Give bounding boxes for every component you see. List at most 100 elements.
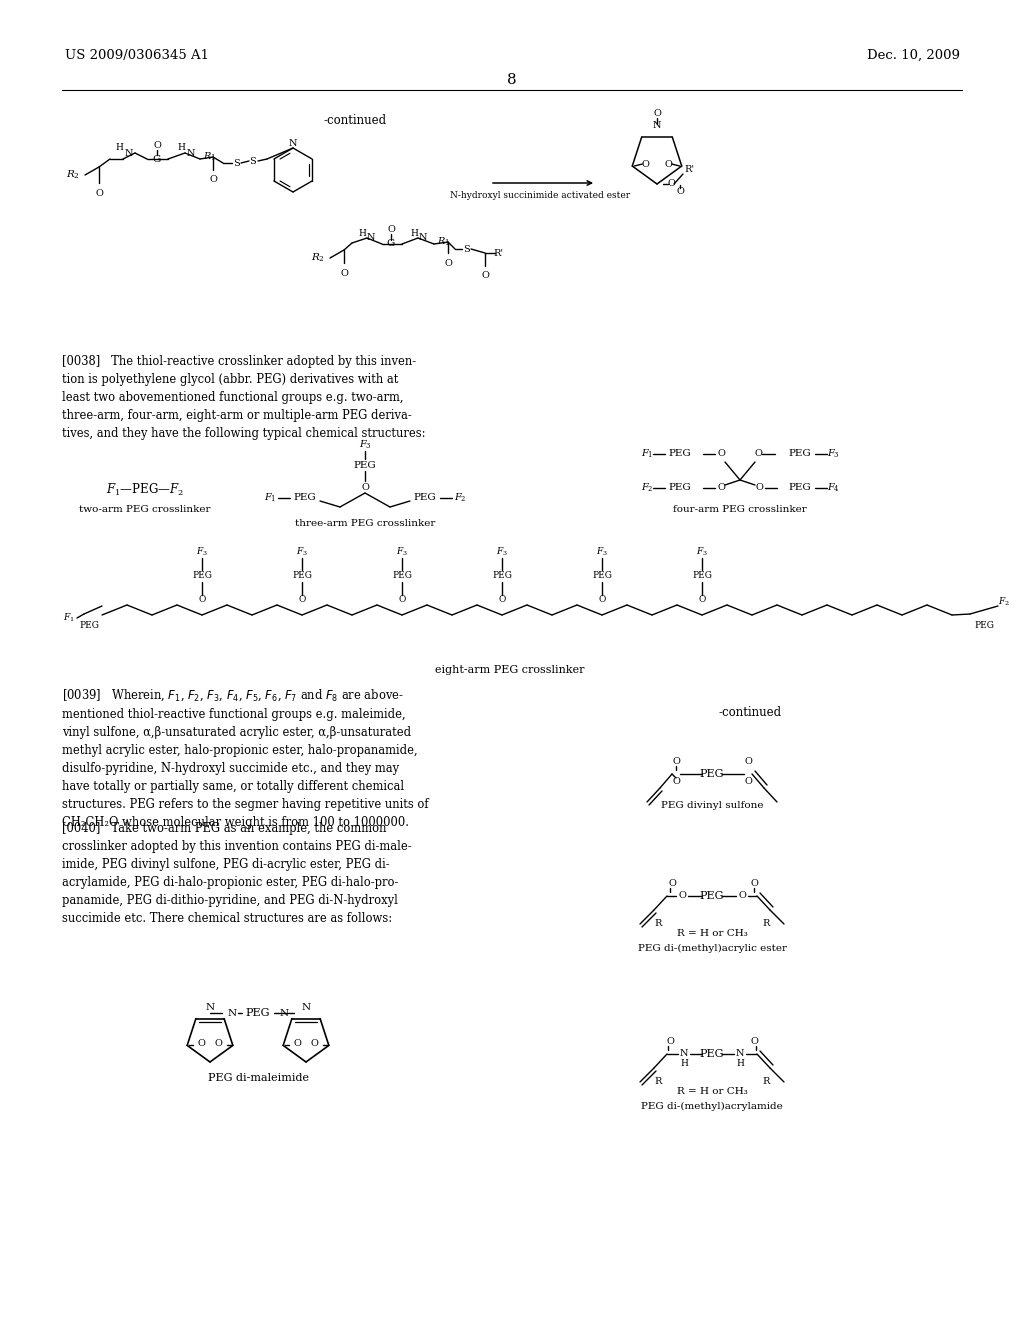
Text: O: O: [738, 891, 745, 900]
Text: PEG di-maleimide: PEG di-maleimide: [208, 1073, 308, 1082]
Text: O: O: [755, 483, 763, 492]
Text: O: O: [311, 1039, 318, 1048]
Text: O: O: [698, 595, 706, 605]
Text: $F_2$: $F_2$: [641, 482, 653, 494]
Text: O: O: [481, 272, 488, 281]
Text: -continued: -continued: [324, 114, 387, 127]
Text: PEG: PEG: [392, 572, 412, 581]
Text: four-arm PEG crosslinker: four-arm PEG crosslinker: [673, 506, 807, 515]
Text: S: S: [463, 244, 469, 253]
Text: PEG: PEG: [414, 494, 436, 503]
Text: O: O: [641, 160, 649, 169]
Text: PEG: PEG: [974, 622, 994, 631]
Text: three-arm PEG crosslinker: three-arm PEG crosslinker: [295, 519, 435, 528]
Text: eight-arm PEG crosslinker: eight-arm PEG crosslinker: [435, 665, 585, 675]
Text: $F_1$: $F_1$: [264, 492, 276, 504]
Text: O: O: [672, 777, 680, 787]
Text: H: H: [680, 1059, 688, 1068]
Text: $R_2$: $R_2$: [67, 169, 80, 181]
Text: R = H or CH₃: R = H or CH₃: [677, 1088, 748, 1097]
Text: O: O: [666, 1038, 674, 1047]
Text: O: O: [678, 891, 686, 900]
Text: $F_3$: $F_3$: [496, 545, 508, 558]
Text: O: O: [744, 758, 752, 767]
Text: $F_2$: $F_2$: [998, 595, 1010, 609]
Text: H: H: [115, 144, 123, 153]
Text: N: N: [186, 149, 196, 157]
Text: O: O: [198, 1039, 205, 1048]
Text: R: R: [762, 1077, 770, 1086]
Text: O: O: [361, 483, 369, 491]
Text: PEG: PEG: [669, 450, 691, 458]
Text: PEG di-(methyl)acrylic ester: PEG di-(methyl)acrylic ester: [638, 944, 786, 953]
Text: N: N: [125, 149, 133, 157]
Text: O: O: [665, 160, 673, 169]
Text: O: O: [95, 189, 103, 198]
Text: O: O: [153, 140, 161, 149]
Text: O: O: [444, 259, 452, 268]
Text: O: O: [744, 777, 752, 787]
Text: N-hydroxyl succinimide activated ester: N-hydroxyl succinimide activated ester: [450, 190, 630, 199]
Text: Dec. 10, 2009: Dec. 10, 2009: [867, 49, 961, 62]
Text: 8: 8: [507, 73, 517, 87]
Text: N: N: [280, 1008, 289, 1018]
Text: PEG: PEG: [294, 494, 316, 503]
Text: $F_3$: $F_3$: [696, 545, 708, 558]
Text: PEG: PEG: [193, 572, 212, 581]
Text: S: S: [232, 158, 240, 168]
Text: [0040]   Take two-arm PEG as an example, the common
crosslinker adopted by this : [0040] Take two-arm PEG as an example, t…: [62, 822, 412, 925]
Text: PEG: PEG: [669, 483, 691, 492]
Text: O: O: [293, 1039, 301, 1048]
Text: N: N: [680, 1049, 688, 1059]
Text: N: N: [206, 1003, 215, 1012]
Text: O: O: [717, 483, 725, 492]
Text: O: O: [598, 595, 605, 605]
Text: PEG: PEG: [353, 461, 377, 470]
Text: $F_1$: $F_1$: [641, 447, 653, 461]
Text: $F_3$: $F_3$: [596, 545, 608, 558]
Text: PEG: PEG: [699, 891, 724, 902]
Text: $F_1$—PEG—$F_2$: $F_1$—PEG—$F_2$: [106, 482, 184, 498]
Text: O: O: [672, 758, 680, 767]
Text: PEG divinyl sulfone: PEG divinyl sulfone: [660, 800, 763, 809]
Text: $F_3$: $F_3$: [196, 545, 208, 558]
Text: R': R': [493, 248, 503, 257]
Text: PEG: PEG: [79, 622, 99, 631]
Text: two-arm PEG crosslinker: two-arm PEG crosslinker: [79, 506, 211, 515]
Text: [0038]   The thiol-reactive crosslinker adopted by this inven-
tion is polyethyl: [0038] The thiol-reactive crosslinker ad…: [62, 355, 426, 440]
Text: N: N: [301, 1003, 310, 1012]
Text: R: R: [654, 1077, 662, 1086]
Text: O: O: [298, 595, 306, 605]
Text: N: N: [652, 121, 662, 131]
Text: $F_3$: $F_3$: [826, 447, 840, 461]
Text: O: O: [754, 450, 762, 458]
Text: PEG: PEG: [788, 483, 811, 492]
Text: H: H: [410, 228, 418, 238]
Text: PEG: PEG: [692, 572, 712, 581]
Text: S: S: [250, 157, 256, 165]
Text: $F_2$: $F_2$: [454, 492, 466, 504]
Text: $R_2$: $R_2$: [311, 252, 325, 264]
Text: $R_1$: $R_1$: [203, 150, 215, 164]
Text: $R_1$: $R_1$: [436, 236, 450, 248]
Text: H: H: [358, 228, 366, 238]
Text: O: O: [215, 1039, 223, 1048]
Text: N: N: [736, 1049, 744, 1059]
Text: -continued: -continued: [719, 705, 781, 718]
Text: N: N: [419, 234, 427, 243]
Text: O: O: [668, 879, 676, 888]
Text: N: N: [289, 139, 297, 148]
Text: O: O: [340, 268, 348, 277]
Text: N: N: [227, 1008, 237, 1018]
Text: PEG di-(methyl)acrylamide: PEG di-(methyl)acrylamide: [641, 1101, 783, 1110]
Text: PEG: PEG: [592, 572, 612, 581]
Text: R: R: [762, 920, 770, 928]
Text: PEG: PEG: [292, 572, 312, 581]
Text: O: O: [199, 595, 206, 605]
Text: O: O: [387, 226, 395, 235]
Text: [0039]   Wherein, $F_1$, $F_2$, $F_3$, $F_4$, $F_5$, $F_6$, $F_7$ and $F_8$ are : [0039] Wherein, $F_1$, $F_2$, $F_3$, $F_…: [62, 688, 429, 829]
Text: O: O: [667, 180, 675, 189]
Text: $F_4$: $F_4$: [826, 482, 840, 494]
Text: O: O: [398, 595, 406, 605]
Text: O: O: [717, 450, 725, 458]
